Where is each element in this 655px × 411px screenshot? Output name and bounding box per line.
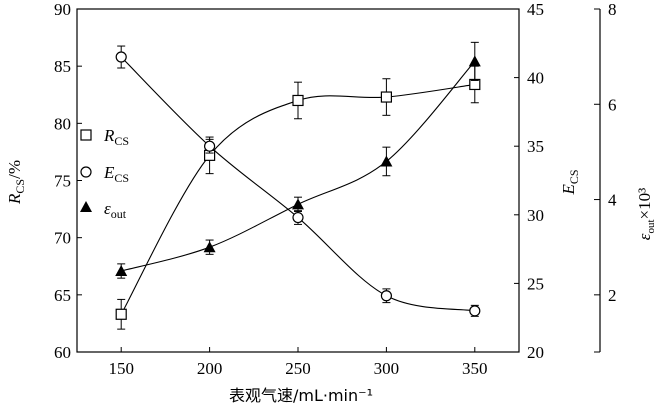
right1-axis-title-main: E [559,184,578,196]
x-tick-label: 300 [374,359,400,378]
x-axis-title: 表观气速/mL·min⁻¹ [229,386,373,405]
left-axis-title-unit: /% [5,160,24,179]
data-point-square [380,91,392,103]
right2-axis-title-main: ε [635,233,654,240]
right1-tick-label: 40 [527,69,544,88]
right2-axis-title-suffix: ×10³ [635,188,654,220]
data-point-triangle [203,241,216,253]
left-tick-label: 70 [54,229,71,248]
data-point-triangle [468,55,481,67]
right2-axis-title-sub: out [645,219,655,233]
plot-area: 150 200 250 300 350 60 65 70 75 80 85 90 20 25 30 35 40 4… [54,0,617,378]
left-tick-label: 85 [54,57,71,76]
right2-tick-label: 2 [608,286,617,305]
data-point-triangle [380,155,393,167]
legend-marker-triangle [80,201,92,212]
series-line-2 [121,61,476,272]
right2-axis-title: εout×10³ [635,188,655,240]
legend: RCS ECS εout [80,126,129,221]
data-point-circle [292,211,304,224]
legend-label-rcs: RCS [103,126,129,148]
legend-label-ecs: ECS [103,163,129,185]
right1-tick-label: 25 [527,274,544,293]
x-tick-label: 150 [108,359,134,378]
legend-item-rcs: RCS [80,126,129,148]
data-point-square [292,94,304,107]
legend-item-ecs: ECS [80,163,129,185]
plot-frame [76,8,520,353]
x-tick-label: 250 [285,359,311,378]
legend-item-eout: εout [80,199,127,221]
right1-tick-label: 45 [527,0,544,19]
left-tick-label: 60 [54,343,71,362]
data-point-square [115,308,127,320]
right1-tick-label: 20 [527,343,544,362]
left-tick-label: 90 [54,0,71,19]
series-line-0 [120,83,475,315]
left-tick-label: 80 [54,114,71,133]
left-tick-label: 65 [54,286,71,305]
left-axis-title-main: R [5,193,24,205]
legend-marker-square [80,129,92,141]
data-point-triangle [292,198,304,210]
legend-label-eout: εout [104,199,127,221]
left-axis-title: RCS/% [5,160,27,205]
left-axis-title-sub: CS [13,179,27,194]
left-tick-label: 75 [54,172,71,191]
right1-tick-label: 30 [527,206,544,225]
right1-axis-title: ECS [559,169,581,195]
right1-tick-label: 35 [527,137,544,156]
right2-tick-label: 6 [608,95,617,114]
x-tick-label: 350 [462,359,488,378]
data-point-circle [380,290,392,302]
right2-tick-label: 8 [608,0,617,19]
data-point-circle [469,305,481,317]
data-point-square [469,78,481,91]
data-point-circle [115,51,127,63]
legend-marker-circle [80,166,92,178]
x-tick-label: 200 [197,359,223,378]
right2-tick-label: 4 [608,191,617,210]
data-point-triangle [115,265,128,277]
data-point-circle [204,140,216,152]
right1-axis-title-sub: CS [567,169,581,184]
